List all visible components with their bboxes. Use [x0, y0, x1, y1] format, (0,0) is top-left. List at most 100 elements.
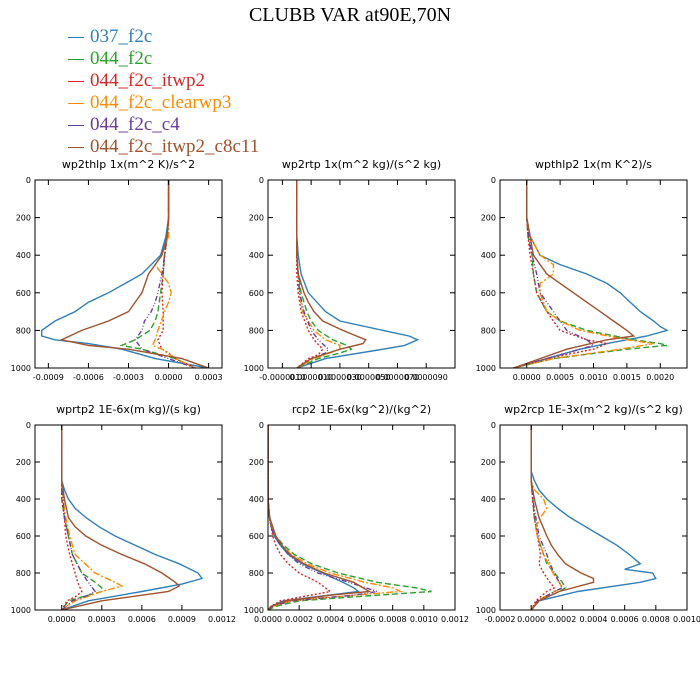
x-tick-label: -0.0000010 — [259, 373, 305, 382]
legend-item: 044_f2c_itwp2 — [68, 70, 368, 92]
legend-swatch — [68, 59, 84, 60]
series-line — [513, 180, 595, 368]
legend: 037_f2c 044_f2c 044_f2c_itwp2 044_f2c_cl… — [68, 26, 368, 158]
subplot-title: rcp2 1E-6x(kg^2)/(kg^2) — [292, 403, 431, 416]
y-tick-label: 600 — [249, 289, 264, 298]
y-tick-label: 200 — [481, 214, 496, 223]
legend-label: 044_f2c_itwp2_c8c11 — [90, 136, 260, 157]
x-tick-label: 0.0000010 — [290, 373, 333, 382]
y-tick-label: 800 — [249, 569, 264, 578]
series-line — [530, 425, 567, 610]
x-tick-label: 0.0000070 — [376, 373, 419, 382]
y-tick-label: 0 — [491, 176, 496, 185]
y-tick-label: 1000 — [244, 606, 264, 615]
x-tick-label: 0.0005 — [546, 373, 574, 382]
legend-swatch — [68, 125, 84, 126]
legend-swatch — [68, 103, 84, 104]
x-tick-label: 0.0000030 — [318, 373, 361, 382]
series-line — [268, 425, 432, 610]
y-tick-label: 800 — [16, 569, 31, 578]
x-tick-label: 0.0000090 — [405, 373, 448, 382]
y-tick-label: 0 — [259, 421, 264, 430]
legend-item: 044_f2c — [68, 48, 368, 70]
x-tick-label: 0.0000 — [48, 615, 76, 624]
y-tick-label: 400 — [249, 495, 264, 504]
y-tick-label: 400 — [481, 495, 496, 504]
y-tick-label: 200 — [249, 458, 264, 467]
x-tick-label: 0.0010 — [580, 373, 608, 382]
y-tick-label: 0 — [26, 421, 31, 430]
series-line — [268, 425, 361, 610]
y-tick-label: 1000 — [476, 606, 496, 615]
x-tick-label: -0.0002 — [485, 615, 516, 624]
series-line — [530, 425, 657, 610]
x-tick-label: 0.0004 — [316, 615, 344, 624]
y-tick-label: 1000 — [244, 364, 264, 373]
series-line — [513, 180, 669, 368]
y-tick-label: 600 — [249, 532, 264, 541]
y-tick-label: 200 — [249, 214, 264, 223]
subplot-title: wprtp2 1E-6x(m kg)/(s kg) — [56, 403, 201, 416]
series-line — [61, 425, 204, 610]
series-line — [134, 180, 196, 368]
x-tick-label: 0.0000 — [513, 373, 541, 382]
series-line — [530, 425, 564, 610]
y-tick-label: 400 — [16, 251, 31, 260]
y-tick-label: 600 — [16, 532, 31, 541]
y-tick-label: 800 — [481, 326, 496, 335]
x-tick-label: 0.0002 — [548, 615, 576, 624]
series-line — [268, 425, 372, 610]
subplot-panel: rcp2 1E-6x(kg^2)/(kg^2) 0 200 400 600 800 1000… — [244, 403, 469, 624]
series-line — [296, 180, 367, 368]
series-line — [296, 180, 420, 368]
series-line — [513, 180, 610, 368]
y-tick-label: 400 — [16, 495, 31, 504]
x-tick-label: 0.0008 — [379, 615, 407, 624]
series-line — [268, 425, 333, 610]
legend-swatch — [68, 81, 84, 82]
subplot-panel: wp2rtp 1x(m^2 kg)/(s^2 kg) 0 200 400 600 800 1… — [244, 158, 456, 382]
series-line — [513, 180, 654, 368]
y-tick-label: 0 — [26, 176, 31, 185]
x-tick-label: 0.0003 — [88, 615, 116, 624]
plot-frame — [499, 179, 688, 369]
legend-item: 044_f2c_clearwp3 — [68, 92, 368, 114]
subplot-panel: wpthlp2 1x(m K^2)/s 0 200 400 600 800 1000 0.00… — [476, 158, 688, 382]
legend-label: 037_f2c — [90, 26, 153, 47]
x-tick-label: 0.0006 — [348, 615, 376, 624]
x-tick-label: 0.0008 — [642, 615, 670, 624]
y-tick-label: 200 — [16, 214, 31, 223]
x-tick-label: 0.0000 — [155, 373, 183, 382]
legend-label: 044_f2c — [90, 48, 153, 69]
series-line — [296, 180, 353, 368]
x-tick-label: 0.0012 — [441, 615, 469, 624]
subplot-panel: wp2thlp 1x(m^2 K)/s^202004006008001000-0… — [11, 158, 223, 382]
y-tick-label: 1000 — [11, 606, 31, 615]
y-tick-label: 600 — [481, 532, 496, 541]
y-tick-label: 0 — [259, 176, 264, 185]
series-line — [513, 180, 636, 368]
subplot-title: wp2rtp 1x(m^2 kg)/(s^2 kg) — [282, 158, 441, 171]
x-tick-label: 0.0006 — [611, 615, 639, 624]
series-line — [61, 425, 124, 610]
series-line — [41, 180, 209, 368]
legend-label: 044_f2c_clearwp3 — [90, 92, 232, 113]
x-tick-label: 0.0000 — [517, 615, 545, 624]
y-tick-label: 400 — [481, 251, 496, 260]
y-tick-label: 600 — [16, 289, 31, 298]
legend-item: 044_f2c_itwp2_c8c11 — [68, 136, 368, 158]
x-tick-label: 0.0010 — [673, 615, 700, 624]
x-tick-label: 0.0015 — [613, 373, 641, 382]
subplot-panel: wprtp2 1E-6x(m kg)/(s kg) 0 200 400 600 800 10… — [11, 403, 236, 624]
x-tick-label: 0.0009 — [168, 615, 196, 624]
figure-title: CLUBB VAR at90E,70N — [248, 4, 452, 26]
x-tick-label: -0.0003 — [113, 373, 144, 382]
y-tick-label: 200 — [16, 458, 31, 467]
y-tick-label: 800 — [481, 569, 496, 578]
legend-swatch — [68, 147, 84, 148]
x-tick-label: 0.0004 — [580, 615, 608, 624]
subplot-panel: wp2rcp 1E-3x(m^2 kg)/(s^2 kg) 0 200 400 600 8… — [476, 403, 700, 624]
x-tick-label: 0.0020 — [646, 373, 674, 382]
y-tick-label: 1000 — [476, 364, 496, 373]
y-tick-label: 1000 — [11, 364, 31, 373]
